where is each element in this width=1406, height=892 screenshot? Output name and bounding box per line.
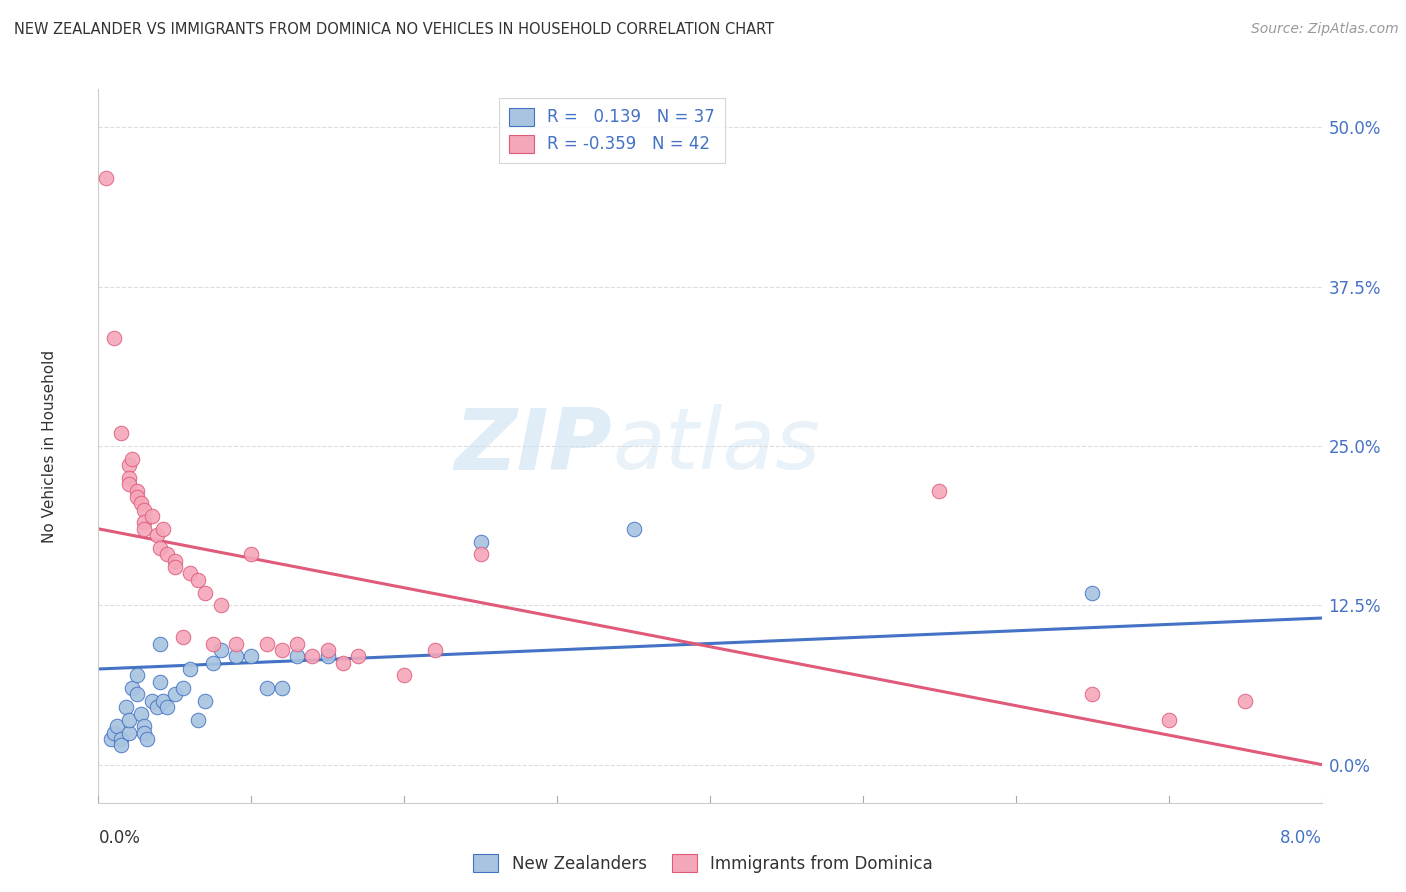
Point — [172, 630, 194, 644]
Point — [470, 534, 492, 549]
Point — [225, 636, 247, 650]
Point — [134, 516, 156, 530]
Point — [285, 636, 308, 650]
Point — [179, 566, 201, 581]
Point — [202, 636, 225, 650]
Point — [270, 681, 294, 695]
Point — [187, 713, 209, 727]
Point — [125, 483, 148, 498]
Point — [240, 547, 263, 561]
Point — [136, 732, 159, 747]
Point — [145, 700, 167, 714]
Text: atlas: atlas — [612, 404, 820, 488]
Text: 8.0%: 8.0% — [1279, 829, 1322, 847]
Point — [202, 656, 225, 670]
Point — [141, 694, 163, 708]
Point — [285, 649, 308, 664]
Point — [118, 713, 141, 727]
Text: NEW ZEALANDER VS IMMIGRANTS FROM DOMINICA NO VEHICLES IN HOUSEHOLD CORRELATION C: NEW ZEALANDER VS IMMIGRANTS FROM DOMINIC… — [14, 22, 775, 37]
Point — [163, 554, 186, 568]
Point — [423, 643, 446, 657]
Point — [125, 668, 148, 682]
Legend: New Zealanders, Immigrants from Dominica: New Zealanders, Immigrants from Dominica — [467, 847, 939, 880]
Point — [110, 739, 132, 753]
Point — [347, 649, 370, 664]
Point — [141, 509, 163, 524]
Point — [301, 649, 323, 664]
Point — [1081, 585, 1104, 599]
Legend: R =   0.139   N = 37, R = -0.359   N = 42: R = 0.139 N = 37, R = -0.359 N = 42 — [499, 97, 725, 163]
Point — [134, 502, 156, 516]
Point — [103, 331, 125, 345]
Point — [118, 725, 141, 739]
Point — [129, 706, 152, 721]
Point — [316, 649, 339, 664]
Point — [623, 522, 645, 536]
Point — [172, 681, 194, 695]
Point — [156, 547, 179, 561]
Point — [125, 688, 148, 702]
Point — [149, 541, 172, 555]
Text: 0.0%: 0.0% — [98, 829, 141, 847]
Point — [134, 725, 156, 739]
Point — [1234, 694, 1257, 708]
Point — [110, 426, 132, 441]
Point — [129, 496, 152, 510]
Text: Source: ZipAtlas.com: Source: ZipAtlas.com — [1251, 22, 1399, 37]
Point — [125, 490, 148, 504]
Point — [1157, 713, 1180, 727]
Point — [179, 662, 201, 676]
Point — [105, 719, 128, 733]
Point — [163, 560, 186, 574]
Point — [256, 681, 278, 695]
Point — [225, 649, 247, 664]
Point — [194, 585, 217, 599]
Text: No Vehicles in Household: No Vehicles in Household — [42, 350, 58, 542]
Point — [209, 643, 232, 657]
Point — [1081, 688, 1104, 702]
Point — [256, 636, 278, 650]
Point — [149, 674, 172, 689]
Point — [316, 643, 339, 657]
Point — [134, 719, 156, 733]
Point — [240, 649, 263, 664]
Point — [332, 656, 354, 670]
Point — [152, 522, 174, 536]
Point — [163, 688, 186, 702]
Point — [149, 636, 172, 650]
Point — [110, 732, 132, 747]
Point — [194, 694, 217, 708]
Point — [100, 732, 122, 747]
Point — [118, 471, 141, 485]
Point — [94, 171, 117, 186]
Text: ZIP: ZIP — [454, 404, 612, 488]
Point — [103, 725, 125, 739]
Point — [115, 700, 138, 714]
Point — [156, 700, 179, 714]
Point — [152, 694, 174, 708]
Point — [187, 573, 209, 587]
Point — [121, 451, 143, 466]
Point — [118, 458, 141, 472]
Point — [270, 643, 294, 657]
Point — [392, 668, 416, 682]
Point — [118, 477, 141, 491]
Point — [928, 483, 950, 498]
Point — [134, 522, 156, 536]
Point — [145, 528, 167, 542]
Point — [470, 547, 492, 561]
Point — [209, 599, 232, 613]
Point — [121, 681, 143, 695]
